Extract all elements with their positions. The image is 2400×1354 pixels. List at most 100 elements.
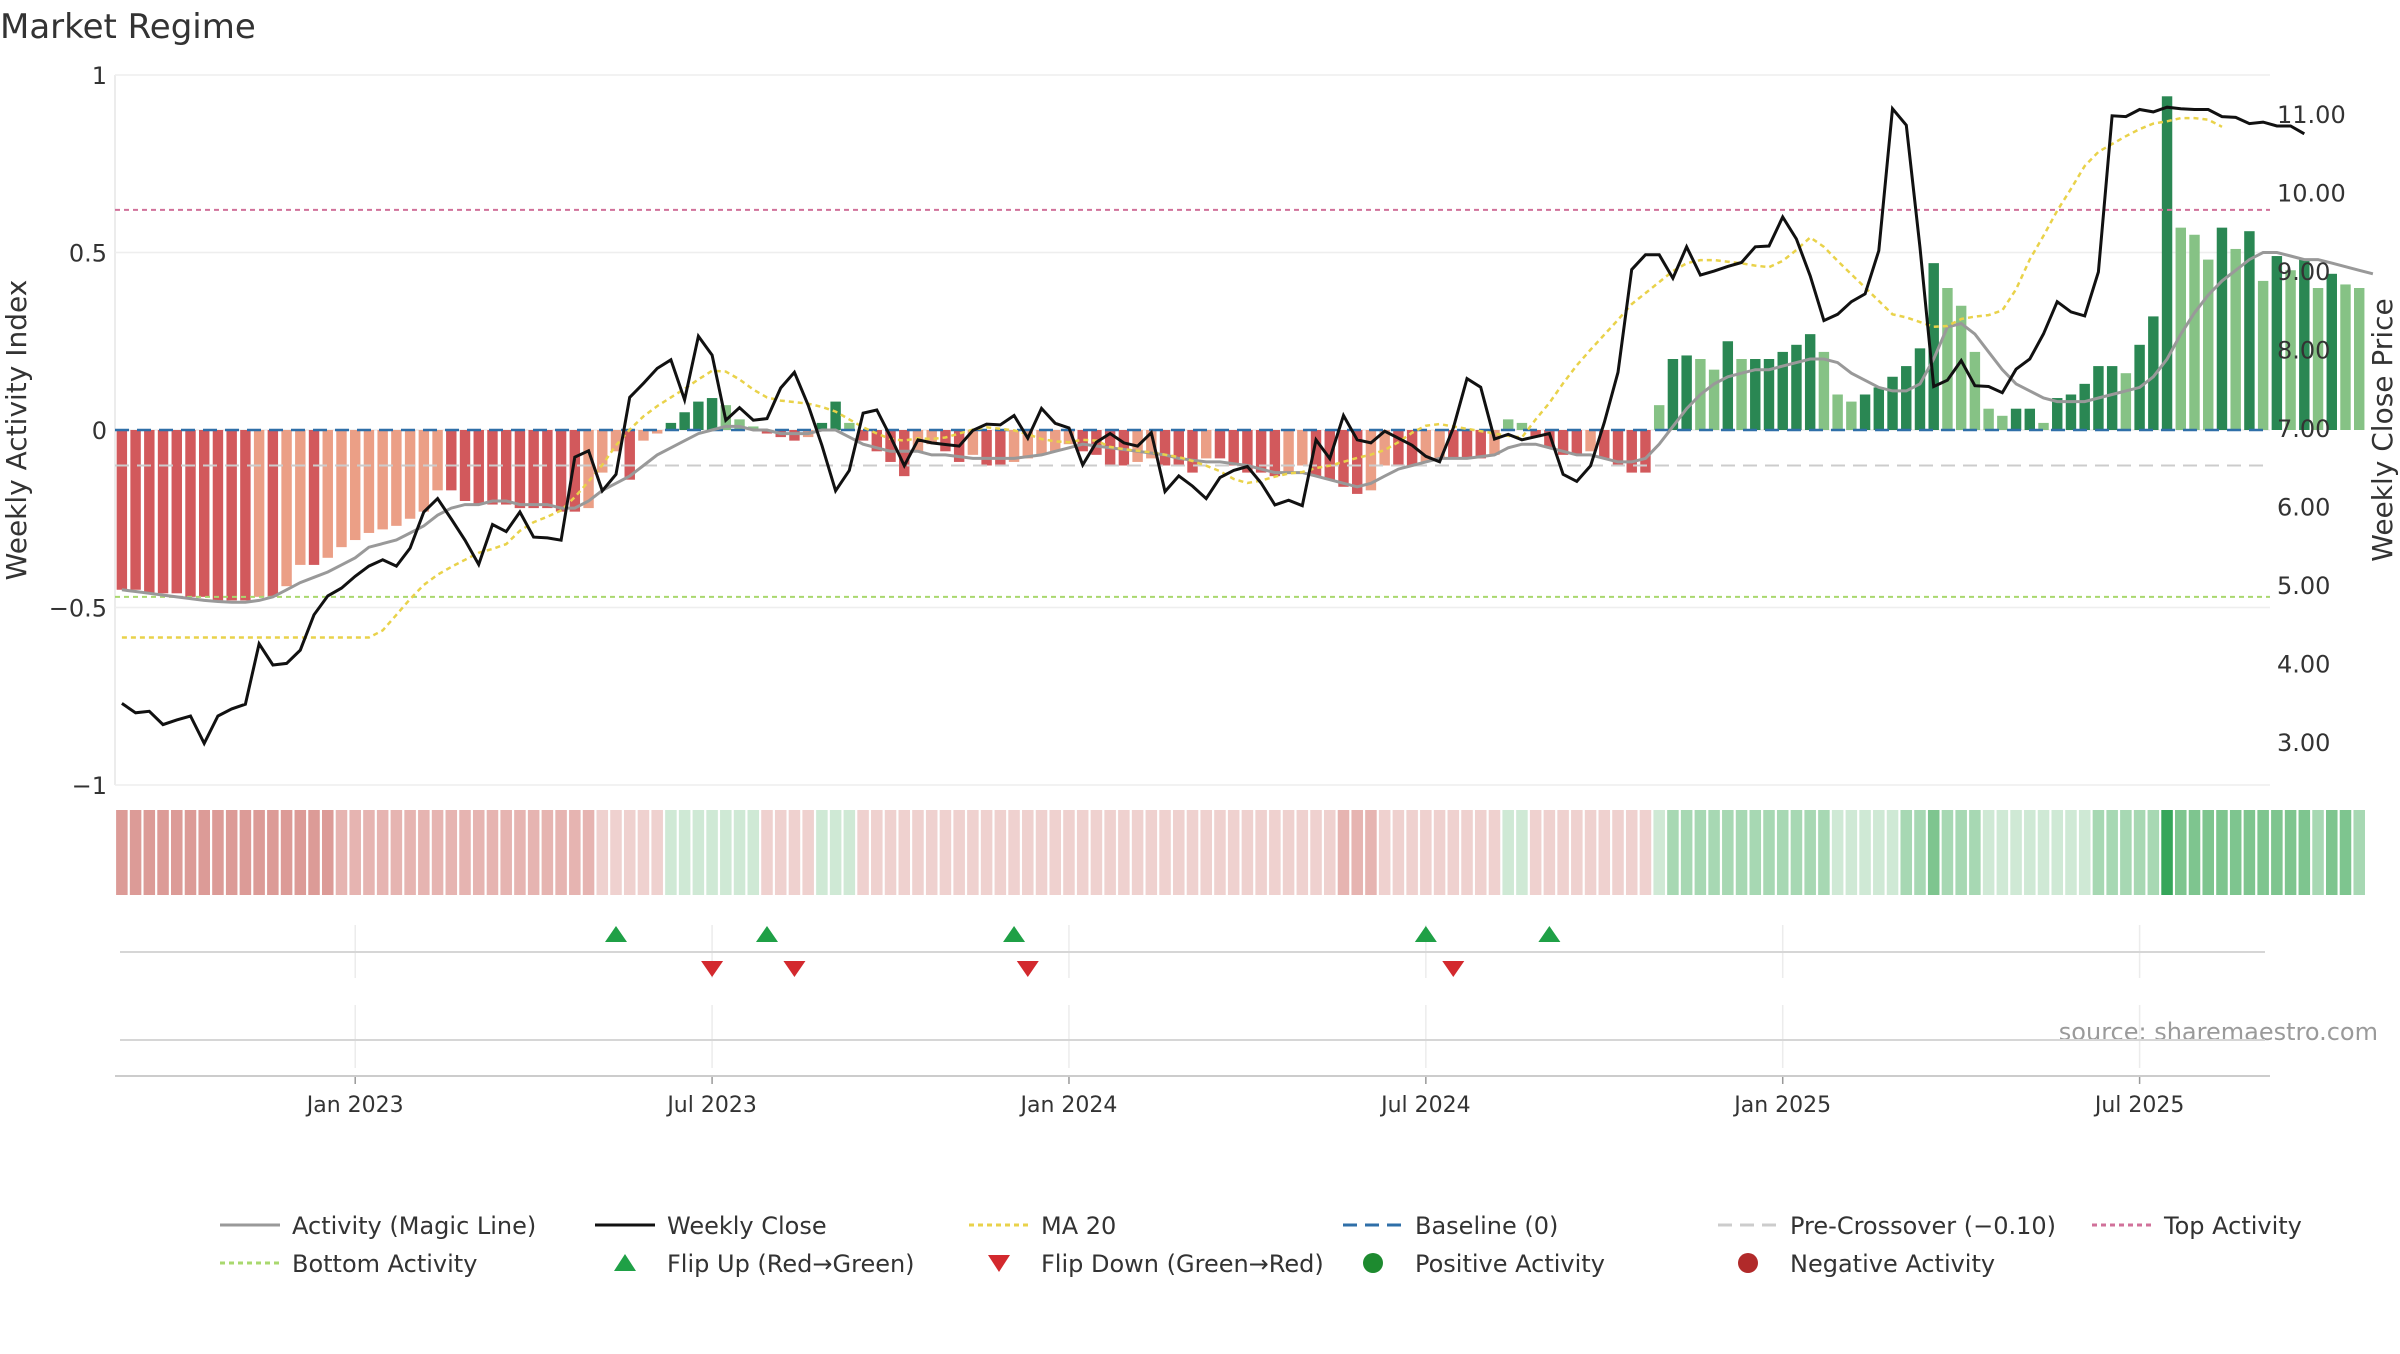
regime-cell xyxy=(925,810,938,895)
legend-label: Activity (Magic Line) xyxy=(292,1212,536,1240)
activity-bar xyxy=(1365,430,1377,491)
magic-line xyxy=(121,251,2374,604)
regime-cell xyxy=(129,810,142,895)
chart-title: Market Regime xyxy=(0,7,256,47)
regime-cell xyxy=(472,810,485,895)
regime-cell xyxy=(376,810,389,895)
regime-cell xyxy=(1337,810,1350,895)
activity-bar xyxy=(857,430,869,441)
regime-cell xyxy=(1049,810,1062,895)
activity-bar xyxy=(1887,376,1898,430)
regime-cell xyxy=(637,810,650,895)
activity-bar xyxy=(1544,430,1555,448)
activity-bar xyxy=(349,430,361,541)
regime-cell xyxy=(2243,810,2256,895)
activity-bar xyxy=(2024,408,2036,430)
activity-bar xyxy=(2244,231,2255,430)
regime-cell xyxy=(1735,810,1748,895)
regime-cell xyxy=(1502,810,1514,895)
regime-cell xyxy=(843,810,856,895)
activity-bar xyxy=(1585,430,1596,452)
regime-cell xyxy=(967,810,979,895)
regime-cell xyxy=(802,810,814,895)
activity-bar xyxy=(432,430,443,491)
regime-cell xyxy=(1996,810,2009,895)
activity-bar xyxy=(2230,248,2241,430)
regime-cell xyxy=(2202,810,2214,895)
activity-bar xyxy=(816,422,828,430)
regime-cell xyxy=(2298,810,2311,895)
regime-cell xyxy=(2147,810,2160,895)
regime-cell xyxy=(1955,810,1967,895)
regime-cell xyxy=(884,810,897,895)
activity-bar xyxy=(1159,430,1171,466)
regime-cell xyxy=(1488,810,1501,895)
regime-cell xyxy=(1886,810,1899,895)
activity-bar xyxy=(157,430,169,594)
regime-cell xyxy=(280,810,293,895)
activity-bar xyxy=(1201,430,1212,459)
activity-bar xyxy=(1681,355,1692,430)
activity-bar xyxy=(1502,419,1514,430)
regime-cell xyxy=(1873,810,1885,895)
regime-cell xyxy=(1914,810,1926,895)
activity-bar xyxy=(706,398,718,430)
activity-bar xyxy=(871,430,883,452)
x-tick-label: Jul 2023 xyxy=(665,1093,757,1118)
regime-cell xyxy=(2175,810,2187,895)
activity-bar xyxy=(363,430,375,533)
regime-cell xyxy=(2065,810,2077,895)
activity-bar xyxy=(638,430,649,441)
activity-bar xyxy=(1283,430,1294,473)
regime-cell xyxy=(706,810,718,895)
regime-cell xyxy=(1982,810,1995,895)
regime-cell xyxy=(486,810,499,895)
activity-bar xyxy=(1901,366,1912,430)
activity-bar xyxy=(789,430,800,441)
activity-bar xyxy=(1914,348,1926,430)
regime-cell xyxy=(1255,810,1267,895)
regime-cell xyxy=(1406,810,1418,895)
regime-cell xyxy=(829,810,842,895)
activity-bar xyxy=(391,430,402,526)
regime-cell xyxy=(1008,810,1020,895)
activity-bar xyxy=(1832,394,1843,430)
regime-cell xyxy=(623,810,636,895)
regime-cell xyxy=(2188,810,2201,895)
activity-bar xyxy=(1489,430,1500,455)
legend-label: Top Activity xyxy=(2163,1212,2302,1240)
legend-label: Weekly Close xyxy=(667,1212,827,1240)
activity-bar xyxy=(322,430,333,558)
activity-bar xyxy=(240,430,251,601)
regime-cell xyxy=(1022,810,1034,895)
regime-cell xyxy=(1214,810,1226,895)
activity-bar xyxy=(1173,430,1184,466)
activity-bar xyxy=(2106,366,2118,430)
activity-bar xyxy=(899,430,910,477)
activity-bar xyxy=(308,430,320,565)
regime-cell xyxy=(363,810,375,895)
right-tick-label: 10.00 xyxy=(2277,180,2346,208)
regime-cell xyxy=(2010,810,2022,895)
regime-cell xyxy=(1131,810,1144,895)
legend: Activity (Magic Line) Weekly Close MA 20 Ba… xyxy=(220,1212,2302,1278)
regime-cell xyxy=(1667,810,1679,895)
regime-cell xyxy=(171,810,183,895)
regime-cell xyxy=(1076,810,1089,895)
regime-cell xyxy=(1323,810,1336,895)
activity-bar xyxy=(2271,256,2283,430)
regime-cell xyxy=(1420,810,1432,895)
regime-cell xyxy=(2078,810,2091,895)
regime-cell xyxy=(610,810,622,895)
activity-bar xyxy=(2038,422,2049,430)
regime-cell xyxy=(1776,810,1789,895)
regime-cell xyxy=(1118,810,1130,895)
legend-label: Flip Down (Green→Red) xyxy=(1041,1250,1324,1278)
activity-bar xyxy=(1448,430,1459,459)
activity-bar xyxy=(2216,227,2228,430)
activity-bar xyxy=(940,430,951,452)
regime-cell xyxy=(692,810,705,895)
regime-cell xyxy=(431,810,444,895)
regime-cell xyxy=(2051,810,2064,895)
regime-strip xyxy=(116,810,2365,895)
